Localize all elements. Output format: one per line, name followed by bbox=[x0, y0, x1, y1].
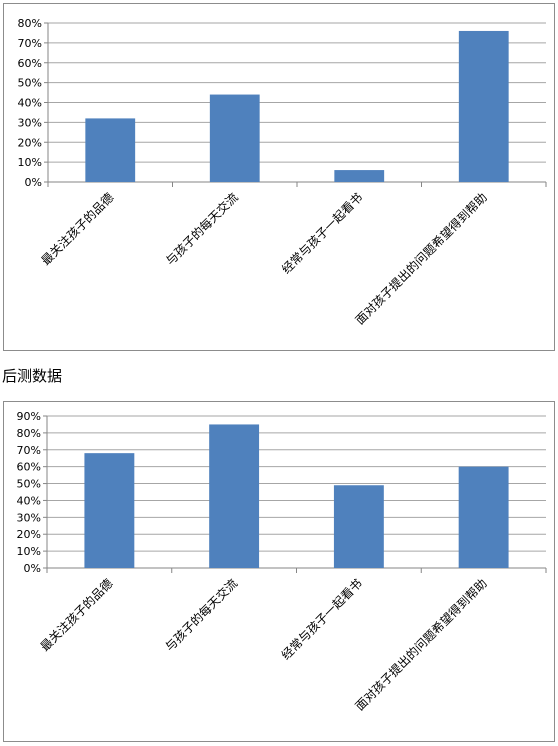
y-tick-label: 50% bbox=[17, 478, 41, 491]
y-tick-label: 60% bbox=[18, 57, 42, 70]
bar bbox=[85, 118, 136, 182]
pretest-chart-frame: 0% 10% 20% 30% 40% 50% 60% 70% 80% 最关注孩子的品德 与孩子的每天… bbox=[3, 3, 555, 351]
y-tick-label: 40% bbox=[18, 97, 42, 110]
category-label: 最关注孩子的品德 bbox=[38, 190, 116, 268]
y-tick-label: 80% bbox=[18, 17, 42, 30]
y-tick-label: 60% bbox=[17, 461, 41, 474]
y-tick-label: 0% bbox=[25, 176, 42, 189]
y-tick-label: 70% bbox=[18, 37, 42, 50]
category-label: 经常与孩子一起看书 bbox=[279, 190, 365, 276]
y-tick-label: 30% bbox=[18, 116, 42, 129]
y-tick-label: 40% bbox=[17, 494, 41, 507]
y-tick-label: 50% bbox=[18, 77, 42, 90]
section-title: 后测数据 bbox=[2, 367, 63, 385]
bar bbox=[209, 424, 260, 568]
bar bbox=[458, 466, 509, 568]
category-label: 面对孩子提出的问题希望得到帮助 bbox=[352, 576, 490, 714]
y-tick-label: 30% bbox=[17, 511, 41, 524]
category-label: 经常与孩子一起看书 bbox=[279, 576, 365, 662]
y-tick-label: 80% bbox=[17, 427, 41, 440]
posttest-chart-frame: 0% 10% 20% 30% 40% 50% 60% 70% 80% 90% 最关注孩子的品德 与孩子… bbox=[3, 401, 555, 742]
bar bbox=[458, 30, 509, 183]
category-label: 与孩子的每天交流 bbox=[162, 576, 240, 654]
y-tick-label: 10% bbox=[18, 156, 42, 169]
category-label: 面对孩子提出的问题希望得到帮助 bbox=[352, 190, 490, 328]
y-tick-label: 20% bbox=[18, 136, 42, 149]
bar bbox=[333, 485, 384, 568]
y-tick-label: 10% bbox=[17, 545, 41, 558]
y-tick-label: 90% bbox=[17, 410, 41, 423]
posttest-bar-chart: 0% 10% 20% 30% 40% 50% 60% 70% 80% 90% 最关注孩子的品德 与孩子… bbox=[17, 410, 547, 714]
category-label: 最关注孩子的品德 bbox=[37, 576, 115, 654]
y-tick-label: 0% bbox=[24, 562, 41, 575]
category-label: 与孩子的每天交流 bbox=[162, 190, 240, 268]
bar bbox=[334, 170, 385, 182]
bar bbox=[209, 94, 260, 182]
y-tick-label: 20% bbox=[17, 528, 41, 541]
bar bbox=[84, 453, 135, 568]
y-tick-label: 70% bbox=[17, 444, 41, 457]
pretest-bar-chart: 0% 10% 20% 30% 40% 50% 60% 70% 80% 最关注孩子的品德 与孩子的每天… bbox=[18, 17, 547, 328]
